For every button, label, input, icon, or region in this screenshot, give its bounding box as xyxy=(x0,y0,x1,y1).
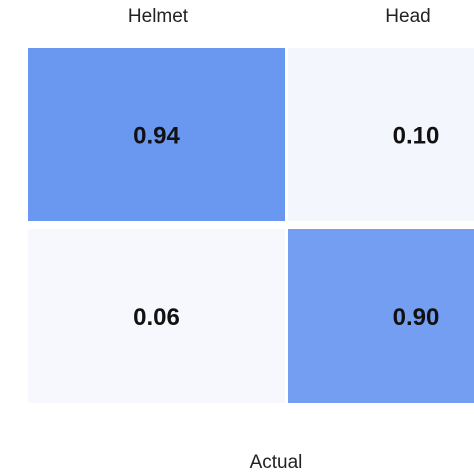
cell-value-label-r1-c1: 0.94 xyxy=(133,123,180,150)
heatmap-cell-r1-c1 xyxy=(28,48,285,221)
cell-value-labels: 0.94 0.10 0.06 0.90 xyxy=(133,123,439,332)
x-axis-label: Actual xyxy=(250,452,303,473)
cell-value-label-r2-c1: 0.06 xyxy=(133,304,180,331)
heatmap-cell-r1-c2 xyxy=(288,48,474,221)
heatmap-cell-r2-c2 xyxy=(288,229,474,403)
heatmap-cell-r2-c1 xyxy=(28,229,285,403)
column-labels: Helmet Head xyxy=(128,6,431,27)
cell-value-label-r1-c2: 0.10 xyxy=(393,123,440,150)
heatmap-cells xyxy=(28,48,474,403)
column-label-helmet: Helmet xyxy=(128,6,189,27)
cell-value-label-r2-c2: 0.90 xyxy=(393,304,440,331)
column-label-head: Head xyxy=(385,6,430,27)
